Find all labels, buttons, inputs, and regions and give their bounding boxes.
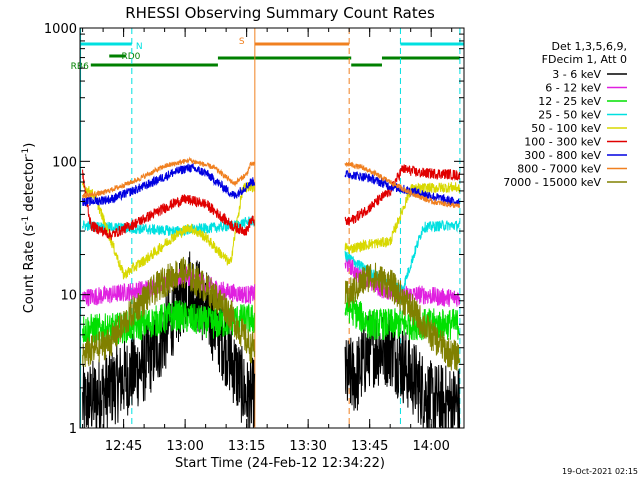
x-axis-label: Start Time (24-Feb-12 12:34:22) [175, 456, 385, 471]
series-line-3-part-0 [82, 215, 256, 237]
series-line-0-part-1 [344, 310, 461, 429]
series-lines [82, 156, 461, 429]
x-axis-ticks: 12:45 13:00 13:15 13:30 13:45 14:00 [82, 28, 453, 454]
legend-label: 25 - 50 keV [538, 109, 601, 122]
x-tick-label: 12:45 [105, 439, 142, 454]
legend-label: 100 - 300 keV [524, 136, 601, 149]
legend-label: 50 - 100 keV [531, 122, 601, 135]
series-line-8-part-1 [344, 262, 461, 371]
flag-label-n: N [136, 42, 143, 52]
legend-header-line-1: Det 1,3,5,6,9, [551, 40, 627, 53]
series-line-7-part-1 [344, 161, 461, 208]
series-line-5-part-0 [82, 169, 255, 241]
x-tick-label: 13:45 [351, 439, 388, 454]
y-axis-label: Count Rate (s-1 detector-1) [21, 143, 37, 314]
series-line-2-part-1 [344, 292, 461, 341]
chart-title: RHESSI Observing Summary Count Rates [125, 4, 435, 22]
legend-label: 6 - 12 keV [545, 82, 601, 95]
legend: Det 1,3,5,6,9, FDecim 1, Att 0 3 - 6 keV… [503, 40, 627, 189]
series-line-5-part-1 [344, 164, 461, 226]
x-tick-label: 13:15 [228, 439, 265, 454]
series-line-4-part-1 [344, 182, 461, 254]
legend-label: 7000 - 15000 keV [503, 176, 601, 189]
series-line-8-part-0 [82, 256, 256, 368]
legend-label: 3 - 6 keV [552, 68, 601, 81]
series-line-4-part-0 [82, 181, 256, 280]
series-line-2-part-0 [82, 300, 255, 346]
legend-label: 800 - 7000 keV [517, 163, 601, 176]
y-tick-label: 1 [69, 422, 77, 437]
plot-frame [79, 27, 465, 429]
y-tick-label: 10 [60, 289, 77, 304]
y-tick-label: 1000 [44, 22, 77, 37]
y-axis-ticks: 1 10 100 1000 [44, 22, 464, 437]
generation-timestamp: 19-Oct-2021 02:15 [562, 467, 638, 476]
flag-label-rd0: RD0 [122, 52, 141, 62]
y-tick-label: 100 [52, 155, 77, 170]
legend-label: 300 - 800 keV [524, 149, 601, 162]
series-line-7-part-0 [82, 156, 256, 199]
x-tick-label: 13:00 [166, 439, 203, 454]
flag-label-s: S [239, 37, 245, 47]
legend-header-line-2: FDecim 1, Att 0 [542, 53, 627, 66]
series-line-6-part-0 [82, 162, 256, 207]
x-tick-label: 13:30 [289, 439, 326, 454]
x-tick-label: 14:00 [412, 439, 449, 454]
legend-label: 12 - 25 keV [538, 95, 601, 108]
